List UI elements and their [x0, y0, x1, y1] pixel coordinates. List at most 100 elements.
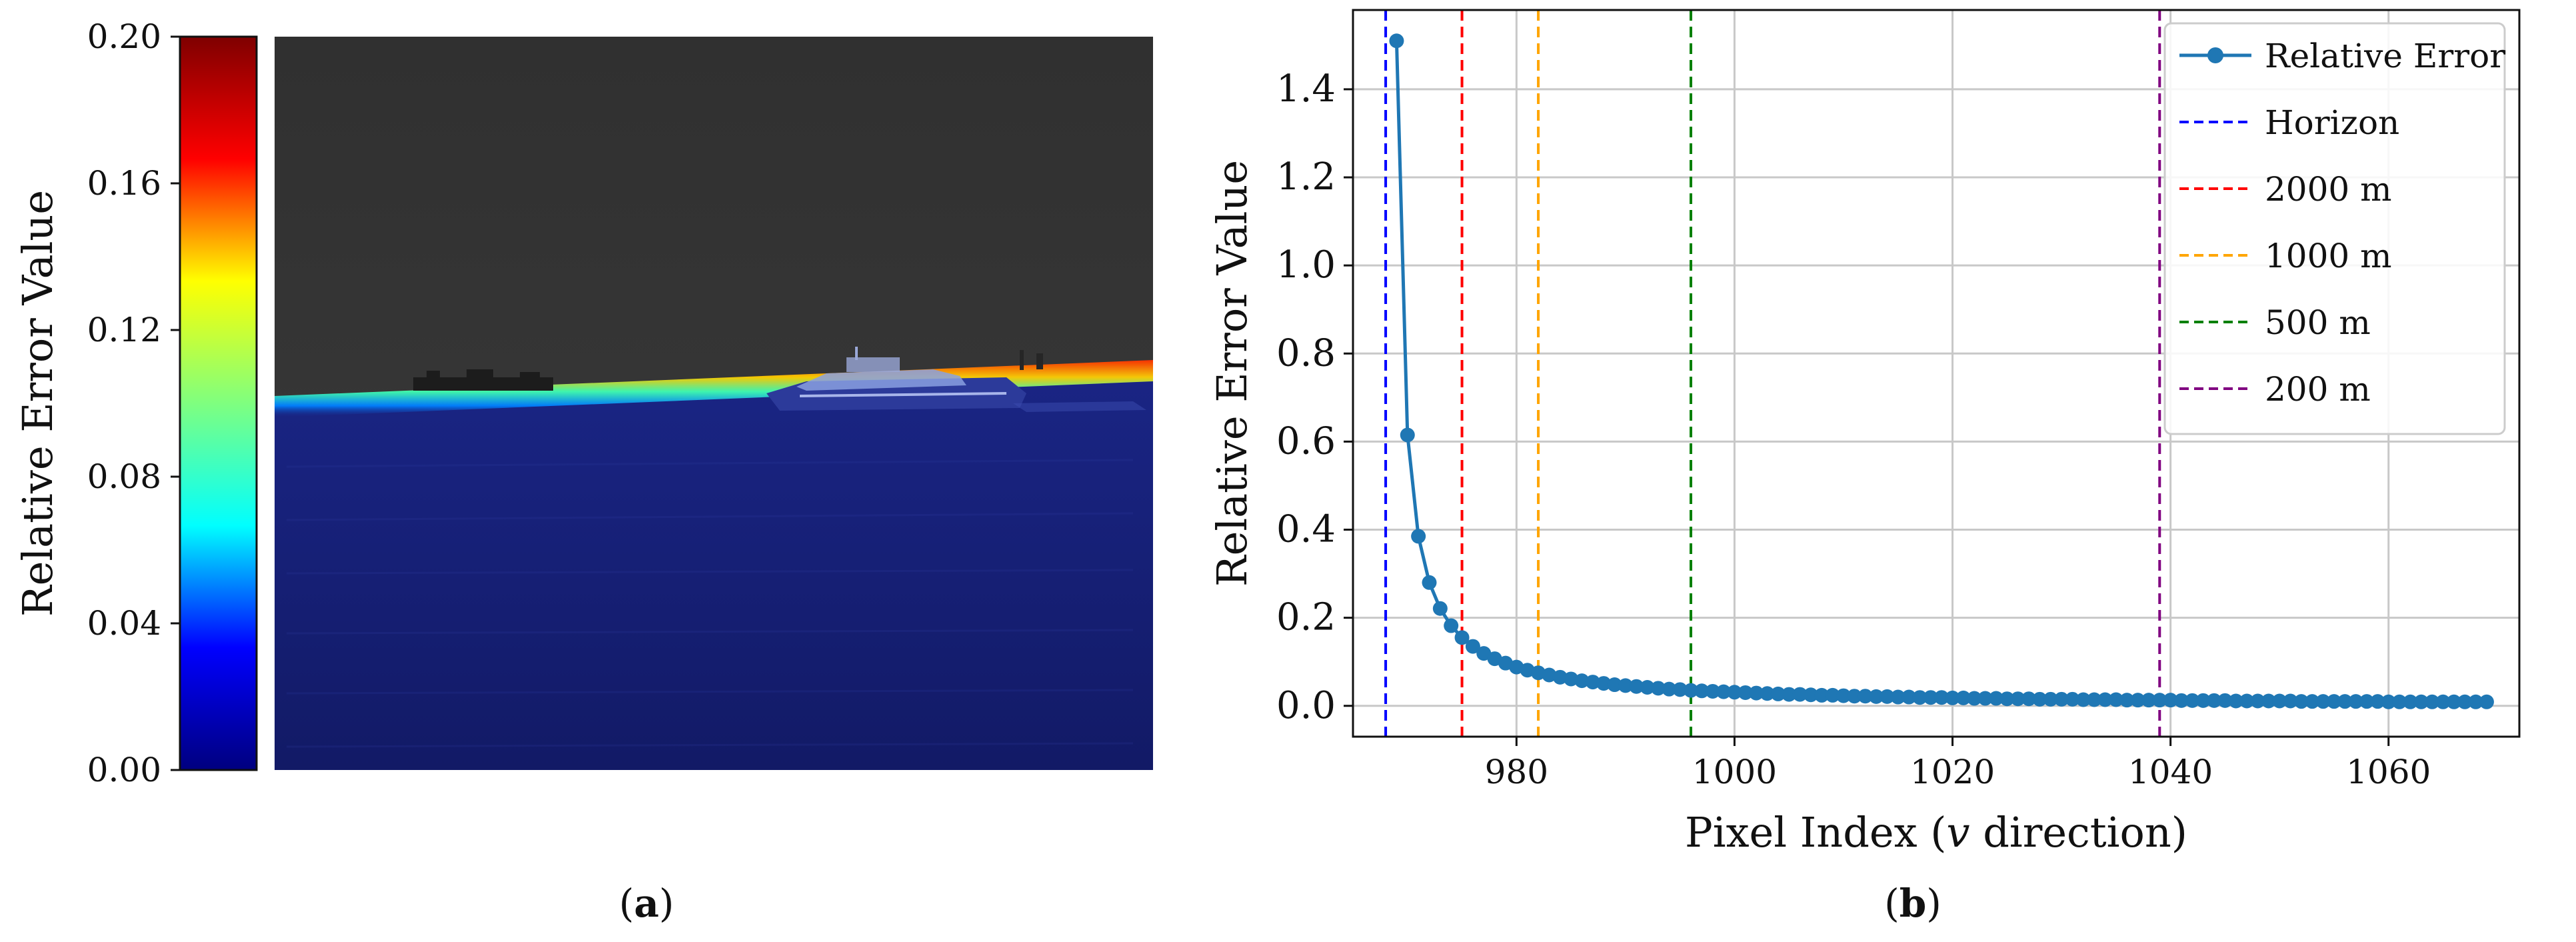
data-point: [1902, 689, 1917, 705]
data-point: [2348, 694, 2363, 709]
data-point: [2326, 694, 2341, 709]
data-point: [1640, 680, 1655, 695]
data-point: [2337, 694, 2353, 709]
data-point: [2479, 694, 2494, 709]
data-point: [2010, 691, 2025, 707]
colorbar-tick-label: 0.08: [87, 457, 161, 496]
data-point: [1684, 683, 1699, 698]
data-point: [2228, 693, 2243, 709]
x-tick-label: 1040: [2128, 753, 2213, 791]
data-point: [2119, 693, 2135, 708]
data-point: [2403, 694, 2418, 709]
y-ticks: 0.0 0.2 0.4 0.6 0.8 1.0 1.2 1.4: [1276, 67, 1353, 727]
data-point: [1476, 646, 1492, 661]
data-point: [2163, 693, 2178, 708]
data-point: [2457, 694, 2473, 709]
data-point: [2054, 691, 2069, 707]
caption-b: (b): [1884, 881, 1941, 926]
data-point: [1934, 690, 1949, 705]
data-point: [1890, 689, 1906, 705]
data-point: [1629, 679, 1644, 694]
data-point: [1585, 675, 1600, 690]
data-point: [1738, 685, 1753, 700]
data-point: [2195, 693, 2211, 708]
y-tick-label: 1.0: [1276, 243, 1336, 287]
data-point: [2141, 693, 2156, 708]
data-point: [1782, 687, 1797, 702]
data-point: [2075, 692, 2091, 707]
data-point: [2152, 693, 2167, 708]
x-tick-label: 980: [1485, 753, 1548, 791]
legend-marker: [2207, 47, 2223, 63]
data-point: [1999, 691, 2015, 707]
panel-b-line-chart: 980 1000 1020 1040 1060 0.0 0.2 0.4 0.6 0.8 1.0 1.…: [1208, 9, 2521, 857]
data-point: [1454, 630, 1470, 645]
data-point: [2217, 693, 2233, 708]
data-point: [1607, 677, 1622, 693]
data-point: [1672, 682, 1688, 697]
data-point: [1869, 689, 1884, 704]
data-point: [1716, 684, 1732, 699]
data-point: [1662, 681, 1677, 697]
ferry-ship: [766, 347, 1146, 412]
data-point: [1988, 691, 2003, 706]
data-point: [2315, 694, 2331, 709]
data-point: [2468, 694, 2483, 709]
data-point: [1836, 688, 1851, 703]
x-tick-label: 1060: [2346, 753, 2431, 791]
legend-label: 500 m: [2265, 303, 2371, 342]
colorbar-label: Relative Error Value: [13, 190, 62, 617]
data-point: [2413, 694, 2429, 709]
data-point: [1858, 689, 1873, 704]
data-point: [1760, 686, 1775, 701]
y-tick-label: 0.0: [1276, 684, 1336, 727]
data-point: [2359, 694, 2375, 709]
data-point: [2425, 694, 2440, 709]
data-point: [1574, 673, 1590, 689]
colorbar-tick-label: 0.04: [87, 604, 161, 643]
data-point: [1749, 685, 1764, 701]
data-point: [1825, 687, 1840, 703]
y-tick-label: 0.4: [1276, 508, 1336, 551]
legend-label: Relative Error: [2265, 37, 2505, 75]
panel-a-heatmap: 0.00 0.04 0.08 0.12 0.16 0.20 Relative Error …: [13, 17, 1153, 789]
legend-label: 200 m: [2265, 370, 2371, 409]
data-point: [2283, 693, 2298, 709]
colorbar-ticks: 0.00 0.04 0.08 0.12 0.16 0.20: [87, 17, 180, 789]
data-point: [2065, 691, 2080, 707]
data-point: [1444, 618, 1459, 633]
far-structures: [1020, 350, 1043, 370]
caption-a: (a): [619, 881, 674, 926]
data-point: [2446, 694, 2461, 709]
x-axis-label: Pixel Index (v direction): [1685, 808, 2187, 857]
data-point: [2207, 693, 2222, 708]
data-point: [1389, 33, 1404, 49]
legend: Relative Error Horizon 2000 m 1000 m 500 m 20…: [2163, 22, 2506, 435]
legend-label: 2000 m: [2265, 170, 2392, 209]
x-tick-label: 1000: [1692, 753, 1777, 791]
y-tick-label: 1.4: [1276, 67, 1336, 111]
data-point: [2305, 694, 2320, 709]
y-tick-label: 0.6: [1276, 419, 1336, 463]
data-point: [1880, 689, 1895, 704]
legend-box: [2163, 22, 2506, 435]
data-point: [2021, 691, 2037, 707]
data-point: [2261, 693, 2276, 709]
y-axis-label: Relative Error Value: [1208, 160, 1256, 587]
data-point: [1411, 529, 1426, 544]
colorbar-tick-label: 0.00: [87, 751, 161, 789]
x-tick-label: 1020: [1910, 753, 1995, 791]
data-point: [2293, 694, 2309, 709]
data-point: [2108, 692, 2123, 707]
y-tick-label: 0.2: [1276, 596, 1336, 639]
data-point: [2239, 693, 2255, 709]
data-point: [2272, 693, 2287, 709]
colorbar-tick-label: 0.16: [87, 164, 161, 203]
x-ticks: 980 1000 1020 1040 1060: [1485, 737, 2431, 791]
data-point: [1596, 676, 1612, 691]
data-point: [1912, 690, 1928, 705]
data-point: [1552, 669, 1568, 685]
data-point: [1705, 683, 1720, 699]
data-point: [1694, 683, 1710, 699]
